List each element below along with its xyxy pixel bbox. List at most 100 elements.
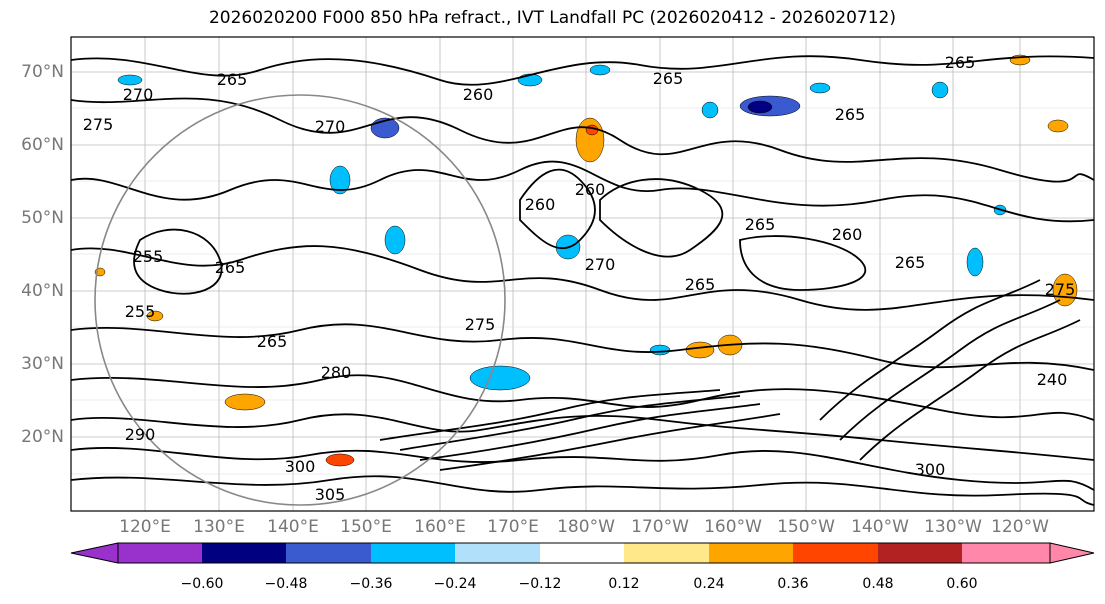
contour-label: 255: [133, 247, 164, 266]
contour-label: 265: [835, 105, 866, 124]
lon-label: 150°W: [777, 517, 835, 537]
contour-line: [133, 228, 223, 295]
lat-label: 60°N: [21, 135, 64, 155]
contour-label: 270: [123, 85, 154, 104]
contour-label: 275: [83, 115, 114, 134]
contour-label: 260: [575, 180, 606, 199]
colorbar-tick: 0.60: [946, 576, 978, 592]
contour-label: 300: [915, 460, 946, 479]
contour-line: [71, 160, 1094, 223]
contour-label: 260: [832, 225, 863, 244]
contour-label: 270: [585, 255, 616, 274]
contour-label: 265: [215, 258, 246, 277]
reference-circle: [94, 94, 506, 506]
lon-label: 170°E: [487, 517, 539, 537]
contour-label: 275: [1045, 280, 1076, 299]
anomaly-patch: [117, 74, 143, 86]
contour-line: [71, 97, 1094, 183]
anomaly-patch: [384, 225, 406, 255]
anomaly-patch: [966, 247, 984, 277]
anomaly-patch: [649, 344, 671, 356]
contour-line: [71, 245, 1094, 311]
colorbar-tick: −0.60: [180, 576, 224, 592]
contour-line: [519, 168, 596, 250]
anomaly-patch: [146, 310, 164, 322]
contour-line: [71, 55, 1094, 86]
contour-line: [839, 299, 1061, 441]
anomaly-patch: [589, 64, 611, 76]
contour-label: 275: [465, 315, 496, 334]
contour-label: 240: [1037, 370, 1068, 389]
contour-line: [859, 319, 1081, 461]
contour-label: 265: [257, 332, 288, 351]
lon-label: 160°W: [704, 517, 762, 537]
anomaly-patch: [224, 393, 266, 411]
anomaly-patch: [329, 165, 351, 195]
contour-line: [71, 323, 1094, 371]
anomaly-patch: [931, 81, 949, 99]
anomaly-patch: [809, 82, 831, 94]
lat-label: 20°N: [21, 427, 64, 447]
contour-line: [439, 413, 781, 471]
contour-line: [819, 279, 1041, 421]
contour-line: [379, 389, 721, 441]
anomaly-patch: [325, 453, 355, 467]
lon-label: 120°W: [991, 517, 1049, 537]
colorbar-tick: 0.12: [608, 576, 640, 592]
anomaly-patch: [1047, 119, 1069, 133]
contour-line: [599, 178, 724, 258]
colorbar-tick: −0.48: [264, 576, 308, 592]
anomaly-patch: [469, 365, 531, 391]
lon-label: 130°W: [924, 517, 982, 537]
lon-label: 160°E: [414, 517, 466, 537]
lon-label: 120°E: [119, 517, 171, 537]
lat-label: 30°N: [21, 354, 64, 374]
contour-label: 305: [315, 485, 346, 504]
contour-line: [419, 403, 761, 461]
contour-label: 300: [285, 457, 316, 476]
lat-label: 40°N: [21, 281, 64, 301]
contour-label: 260: [463, 85, 494, 104]
contour-line: [71, 447, 1094, 491]
lon-label: 140°W: [851, 517, 909, 537]
colorbar-tick: −0.24: [433, 576, 477, 592]
anomaly-patch: [585, 124, 599, 136]
lon-label: 140°E: [267, 517, 319, 537]
lat-label: 70°N: [21, 62, 64, 82]
lon-label: 180°W: [557, 517, 615, 537]
map-title: 2026020200 F000 850 hPa refract., IVT La…: [208, 8, 896, 28]
contour-labels: 270 265 275 270 260 265 265 260 260 265 260 265 270 2…: [83, 53, 1076, 504]
contour-line: [71, 413, 1094, 461]
contour-label: 280: [321, 363, 352, 382]
contour-label: 265: [745, 215, 776, 234]
lon-label: 150°E: [340, 517, 392, 537]
colorbar-tick: −0.12: [518, 576, 562, 592]
contour-label: 290: [125, 425, 156, 444]
refractivity-contours: [71, 55, 1094, 506]
contour-label: 265: [685, 275, 716, 294]
contour-label: 265: [895, 253, 926, 272]
contour-line: [71, 374, 1094, 421]
lon-label: 130°E: [193, 517, 245, 537]
colorbar-tick: 0.48: [862, 576, 894, 592]
contour-line: [399, 395, 741, 451]
lon-label: 170°W: [631, 517, 689, 537]
anomaly-patch: [701, 101, 719, 119]
map-frame: [70, 36, 1095, 512]
anomaly-patch: [685, 341, 715, 359]
colorbar-tick: 0.36: [777, 576, 809, 592]
contour-line: [71, 475, 1094, 506]
contour-label: 270: [315, 117, 346, 136]
anomaly-patch: [747, 100, 773, 114]
anomaly-patch: [575, 117, 605, 163]
contour-line: [739, 235, 867, 291]
colorbar-tick: 0.24: [693, 576, 725, 592]
contour-label: 265: [945, 53, 976, 72]
contour-label: 255: [125, 302, 156, 321]
contour-label: 265: [217, 70, 248, 89]
colorbar-tick: −0.36: [349, 576, 393, 592]
lat-label: 50°N: [21, 208, 64, 228]
contour-label: 265: [653, 69, 684, 88]
contour-label: 260: [525, 195, 556, 214]
